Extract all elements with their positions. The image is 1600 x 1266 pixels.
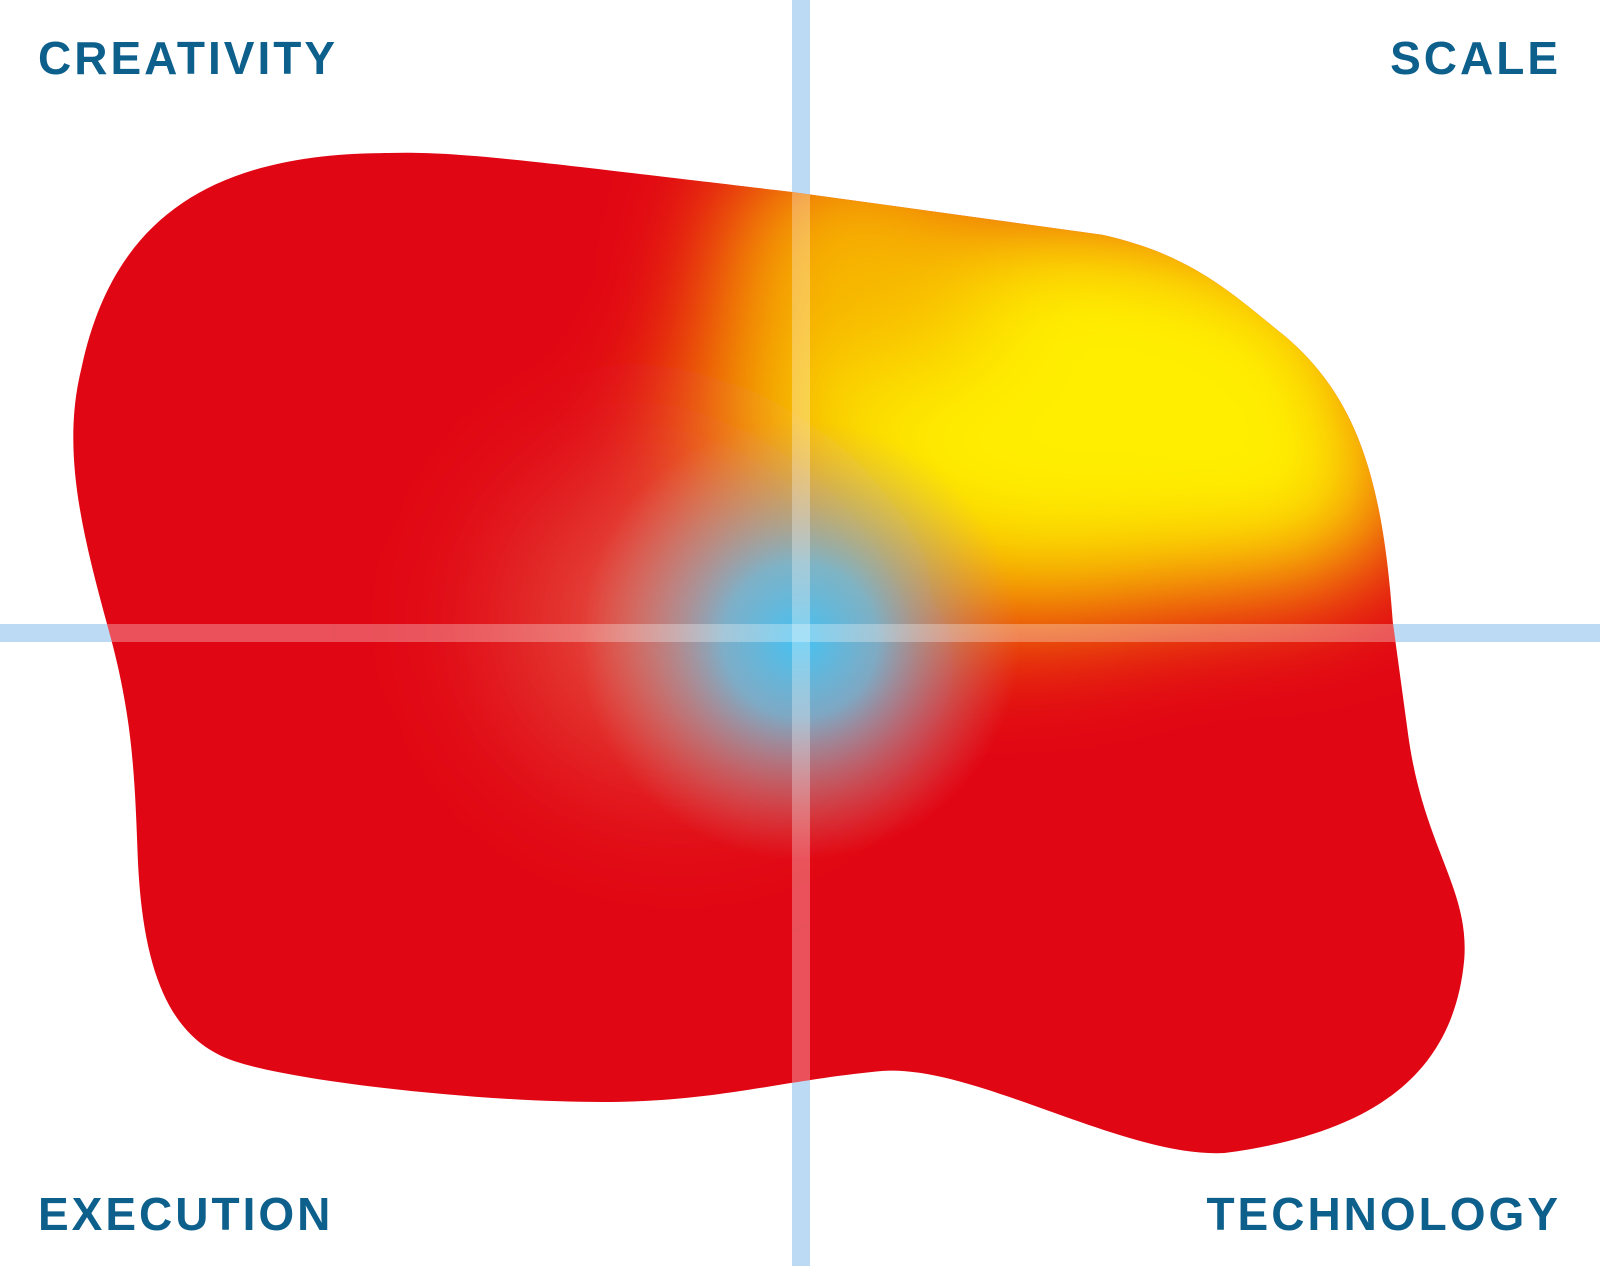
quadrant-label: EXECUTION — [38, 1188, 333, 1240]
quadrant-label: TECHNOLOGY — [1206, 1188, 1561, 1240]
quadrant-label: SCALE — [1390, 32, 1561, 84]
quadrant-label: CREATIVITY — [38, 32, 338, 84]
